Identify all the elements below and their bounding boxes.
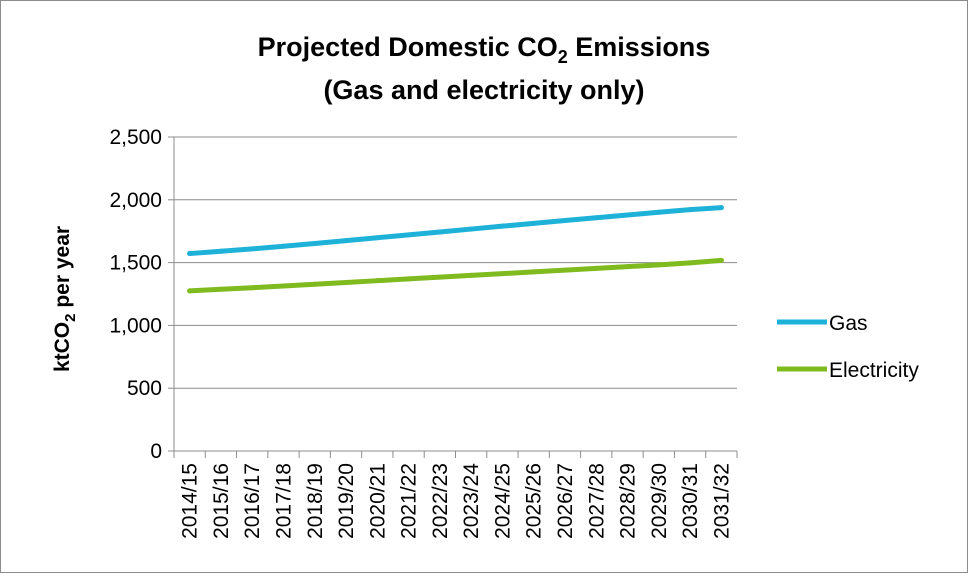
- legend: Gas Electricity: [777, 312, 919, 382]
- x-tick-label: 2016/17: [241, 463, 264, 539]
- y-tick-label: 2,000: [109, 189, 162, 212]
- x-tick-label: 2026/27: [554, 463, 577, 539]
- x-tick-label: 2025/26: [523, 463, 546, 539]
- data-point-electricity: [218, 287, 223, 292]
- series-line-electricity: [190, 260, 722, 291]
- series-line-gas: [190, 208, 722, 254]
- x-tick-label: 2019/20: [335, 463, 358, 539]
- x-tick-label: 2021/22: [398, 463, 421, 539]
- data-point-electricity: [312, 282, 317, 287]
- y-tick-labels: 0 500 1,000 1,500 2,000 2,500: [109, 126, 162, 463]
- y-tick-label: 500: [127, 377, 162, 400]
- x-tick-label: 2029/30: [648, 463, 671, 539]
- x-tick-label: 2031/32: [710, 463, 733, 539]
- y-axis-label: ktCO2 per year: [51, 226, 79, 372]
- data-point-electricity: [469, 273, 474, 278]
- data-point-gas: [594, 215, 599, 220]
- data-point-gas: [281, 244, 286, 249]
- data-point-electricity: [625, 264, 630, 269]
- x-tick-label: 2018/19: [304, 463, 327, 539]
- x-tick-label: 2022/23: [429, 463, 452, 539]
- legend-label-gas: Gas: [829, 312, 868, 335]
- x-tick-label: 2014/15: [179, 463, 202, 539]
- y-tick-label: 2,500: [109, 126, 162, 149]
- y-tick-label: 1,500: [109, 252, 162, 275]
- y-tick-label: 1,000: [109, 314, 162, 337]
- data-point-electricity: [531, 269, 536, 274]
- x-tick-label: 2028/29: [617, 463, 640, 539]
- data-point-gas: [656, 210, 661, 215]
- data-point-gas: [500, 224, 505, 229]
- data-point-gas: [344, 238, 349, 243]
- data-point-gas: [562, 218, 567, 223]
- data-point-gas: [688, 207, 693, 212]
- data-point-gas: [625, 212, 630, 217]
- data-point-gas: [187, 251, 192, 256]
- data-point-electricity: [562, 268, 567, 273]
- data-point-electricity: [688, 260, 693, 265]
- axes: [168, 137, 737, 458]
- y-tick-label: 0: [150, 440, 162, 463]
- data-point-gas: [375, 235, 380, 240]
- x-tick-label: 2030/31: [679, 463, 702, 539]
- data-point-electricity: [344, 280, 349, 285]
- data-point-electricity: [187, 288, 192, 293]
- x-tick-label: 2023/24: [460, 463, 483, 539]
- x-tick-label: 2017/18: [272, 463, 295, 539]
- data-point-electricity: [437, 275, 442, 280]
- data-point-electricity: [594, 266, 599, 271]
- legend-label-electricity: Electricity: [829, 359, 919, 382]
- x-tick-label: 2024/25: [491, 463, 514, 539]
- data-point-electricity: [281, 283, 286, 288]
- data-point-electricity: [656, 262, 661, 267]
- data-point-gas: [250, 246, 255, 251]
- chart-title: Projected Domestic CO2 Emissions (Gas an…: [258, 32, 711, 105]
- chart-title-line-2: (Gas and electricity only): [323, 75, 644, 105]
- data-point-electricity: [719, 258, 724, 263]
- x-tick-labels: 2014/15 2015/16 2016/17 2017/18 2018/19 2019/…: [179, 463, 734, 539]
- x-tick-label: 2020/21: [366, 463, 389, 539]
- data-point-gas: [719, 205, 724, 210]
- data-point-gas: [469, 227, 474, 232]
- data-point-gas: [312, 241, 317, 246]
- data-point-electricity: [375, 278, 380, 283]
- data-point-electricity: [500, 271, 505, 276]
- gridlines: [174, 137, 737, 388]
- data-point-gas: [218, 249, 223, 254]
- x-tick-label: 2027/28: [585, 463, 608, 539]
- data-point-gas: [406, 232, 411, 237]
- series-lines: [187, 205, 724, 293]
- data-point-gas: [531, 221, 536, 226]
- data-point-gas: [437, 229, 442, 234]
- x-tick-label: 2015/16: [210, 463, 233, 539]
- data-point-electricity: [406, 276, 411, 281]
- data-point-electricity: [250, 285, 255, 290]
- chart-title-line-1: Projected Domestic CO2 Emissions: [258, 32, 711, 67]
